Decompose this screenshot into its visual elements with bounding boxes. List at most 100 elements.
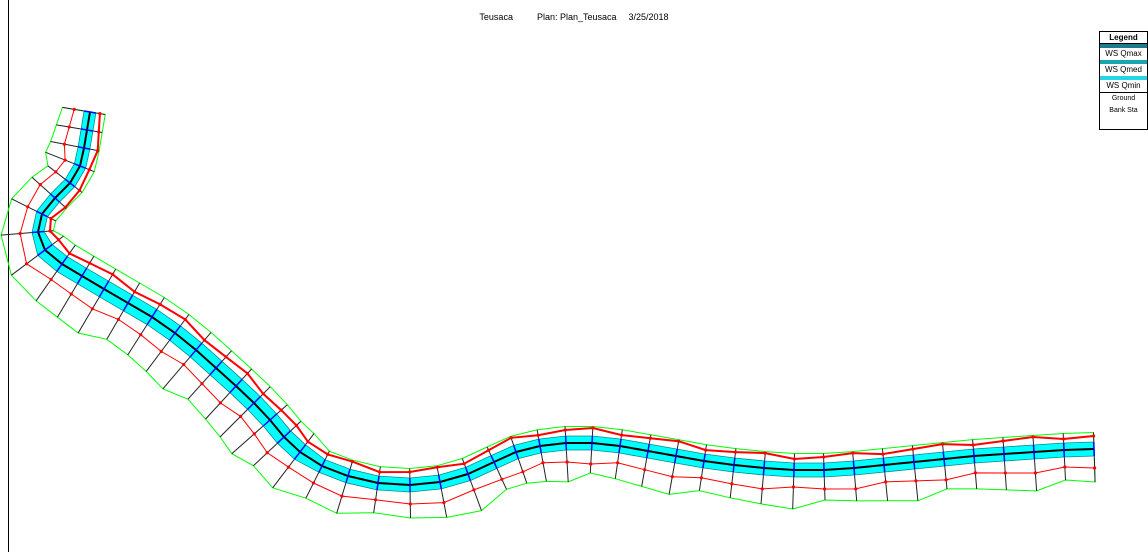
bank-station-point <box>133 290 137 294</box>
cross-section-line <box>162 332 212 390</box>
cross-section-line <box>792 453 795 510</box>
left-bank-line <box>19 109 1095 505</box>
water-section-line <box>490 455 498 469</box>
bank-station-point <box>911 447 915 451</box>
bank-station-point <box>944 478 948 482</box>
bank-station-point <box>98 112 102 116</box>
legend-item-ws-qmin: WS Qmin <box>1100 76 1147 92</box>
bank-station-point <box>88 261 92 265</box>
bank-station-point <box>616 461 620 465</box>
bank-station-point <box>620 433 624 437</box>
plot-title: Teusaca Plan: Plan_Teusaca 3/25/2018 <box>0 12 1148 22</box>
cross-section-line <box>231 404 288 455</box>
left-axis-line <box>8 0 9 552</box>
bank-station-point <box>704 448 708 452</box>
bank-station-point <box>591 426 595 430</box>
cross-section-line <box>881 448 889 501</box>
bank-station-point <box>38 183 42 187</box>
legend-item-bank-sta: Bank Sta <box>1109 107 1138 114</box>
cross-section-line <box>1032 435 1038 491</box>
cross-section-line <box>729 448 737 498</box>
water-section-line <box>972 448 976 464</box>
water-section-line <box>36 210 48 218</box>
bank-station-point <box>1063 465 1067 469</box>
bank-station-point <box>643 468 647 472</box>
cross-section-line <box>510 436 528 484</box>
legend-swatch-qmax <box>1100 44 1147 48</box>
bank-station-point <box>791 485 796 489</box>
bank-station-point <box>971 443 975 447</box>
bank-station-point <box>1001 439 1005 443</box>
cross-section-line <box>31 176 67 209</box>
bank-station-point <box>265 451 269 455</box>
bank-station-point <box>822 455 826 459</box>
bank-station-point <box>733 450 738 454</box>
title-plan: Plan: Plan_Teusaca <box>536 12 617 22</box>
cross-section-line <box>11 198 57 222</box>
cross-section-line <box>409 468 411 519</box>
bank-station-point <box>408 502 412 506</box>
cross-section-line <box>1 230 54 236</box>
legend-label-qmed: WS Qmed <box>1105 65 1142 74</box>
cross-section-line <box>50 141 100 152</box>
water-section-line <box>50 193 60 203</box>
water-section-line <box>189 342 203 358</box>
cross-section-line <box>56 124 103 133</box>
bank-station-point <box>442 501 446 505</box>
cross-section-line <box>145 314 190 372</box>
bank-station-point <box>374 498 378 502</box>
water-section-line <box>76 267 88 285</box>
bank-station-point <box>763 451 767 455</box>
bank-station-point <box>111 272 115 276</box>
bank-station-point <box>77 188 82 192</box>
cross-section-line <box>127 297 165 356</box>
bank-station-point <box>541 461 545 465</box>
bank-station-point <box>218 401 222 405</box>
bank-station-point <box>851 451 855 455</box>
water-section-line <box>618 438 622 454</box>
water-section-line <box>590 435 594 451</box>
bank-station-point <box>914 479 918 483</box>
bank-station-point <box>487 448 491 452</box>
bank-station-point <box>139 333 143 337</box>
bank-station-point <box>67 251 72 255</box>
bank-station-point <box>63 158 67 162</box>
cross-section-line <box>11 235 64 276</box>
bank-station-point <box>279 408 283 412</box>
water-section-line <box>31 230 45 234</box>
cross-section-line <box>436 465 448 518</box>
title-river: Teusaca <box>479 12 513 22</box>
bank-station-point <box>69 292 73 296</box>
bank-station-point <box>286 465 291 469</box>
water-section-line <box>1062 442 1066 458</box>
bank-station-point <box>521 470 525 474</box>
bank-station-point <box>306 440 310 444</box>
bank-station-point <box>565 460 569 464</box>
bank-station-point <box>699 476 704 480</box>
bank-station-point <box>973 471 978 475</box>
cross-section-line <box>564 426 569 482</box>
bank-station-point <box>57 238 61 242</box>
bank-station-point <box>90 307 94 311</box>
bank-station-point <box>49 216 53 221</box>
water-section-line <box>83 110 97 114</box>
bank-station-point <box>340 494 344 498</box>
water-section-line <box>1032 444 1036 460</box>
cross-section-line <box>1093 432 1096 483</box>
water-section-line <box>942 451 946 467</box>
water-section-line <box>702 453 706 469</box>
bank-station-point <box>245 371 250 376</box>
bank-station-point <box>648 436 652 440</box>
cross-section-line <box>305 450 330 499</box>
cross-section-line <box>45 151 95 173</box>
water-surface <box>31 110 1095 493</box>
bank-station-point <box>792 457 797 461</box>
water-section-line <box>674 448 678 464</box>
bank-station-point <box>239 414 243 418</box>
bank-station-point <box>509 436 513 440</box>
water-section-line <box>538 438 542 454</box>
cross-section-line <box>852 451 858 501</box>
bank-station-point <box>54 170 58 174</box>
